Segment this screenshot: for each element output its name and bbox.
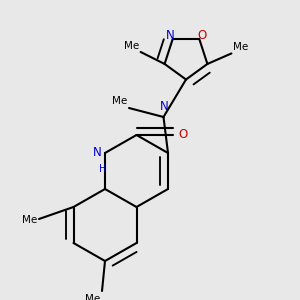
Text: N: N [165,29,174,42]
Text: O: O [178,128,187,141]
Text: Me: Me [233,42,248,52]
Text: Me: Me [124,41,139,51]
Text: O: O [198,29,207,42]
Text: Me: Me [85,294,100,300]
Text: Me: Me [112,96,127,106]
Text: N: N [160,100,169,113]
Text: H: H [99,164,106,174]
Text: N: N [93,146,101,160]
Text: Me: Me [22,215,37,225]
